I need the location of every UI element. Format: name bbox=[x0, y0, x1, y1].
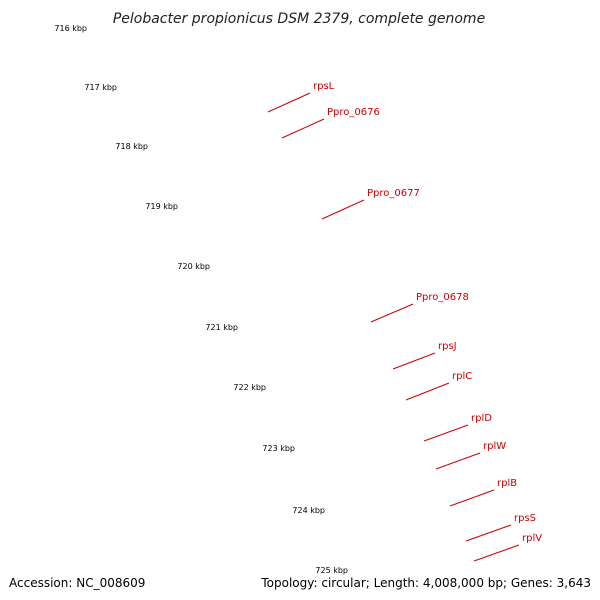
tick-label: 722 kbp bbox=[233, 383, 266, 392]
gene-leader-line bbox=[267, 92, 311, 113]
tick-label: 718 kbp bbox=[115, 142, 148, 151]
gene-leader-line bbox=[435, 452, 481, 470]
map-title: Pelobacter propionicus DSM 2379, complet… bbox=[113, 11, 485, 27]
tick-label: 719 kbp bbox=[145, 202, 178, 211]
gene-leader-line bbox=[473, 544, 520, 562]
gene-label: rplB bbox=[497, 478, 517, 489]
gene-label: Ppro_0676 bbox=[327, 107, 380, 118]
accession-text: Accession: NC_008609 bbox=[9, 576, 145, 590]
gene-leader-line bbox=[405, 382, 450, 401]
gene-label: rpsJ bbox=[438, 341, 457, 352]
gene-leader-line bbox=[370, 303, 414, 323]
tick-label: 716 kbp bbox=[54, 24, 87, 33]
genome-summary: Topology: circular; Length: 4,008,000 bp… bbox=[260, 576, 591, 590]
gene-label: rplC bbox=[452, 371, 472, 382]
gene-leader-line bbox=[449, 489, 495, 507]
tick-label: 724 kbp bbox=[292, 506, 325, 515]
tick-label: 723 kbp bbox=[262, 444, 295, 453]
tick-label: 725 kbp bbox=[315, 566, 348, 575]
gene-label: rplW bbox=[483, 441, 506, 452]
tick-label: 720 kbp bbox=[177, 262, 210, 271]
gene-label: rpsL bbox=[313, 81, 335, 92]
gene-leader-line bbox=[392, 352, 436, 370]
gene-leader-line bbox=[465, 524, 512, 542]
gene-leader-line bbox=[321, 199, 365, 220]
tick-label: 717 kbp bbox=[84, 83, 117, 92]
coordinate-ticks: 716 kbp 717 kbp 718 kbp 719 kbp 720 kbp 721 k… bbox=[54, 24, 348, 575]
tick-label: 721 kbp bbox=[205, 323, 238, 332]
gene-label: Ppro_0677 bbox=[367, 188, 420, 199]
gene-leader-line bbox=[281, 118, 325, 139]
gene-leader-line bbox=[423, 424, 469, 442]
gene-label: rplV bbox=[522, 533, 542, 544]
gene-label: rpsS bbox=[514, 513, 536, 524]
gene-label: rplD bbox=[471, 413, 492, 424]
gene-labels: rpsL Ppro_0676 Ppro_0677 Ppro_0678 rpsJ rplC r… bbox=[267, 81, 542, 562]
gene-label: Ppro_0678 bbox=[416, 292, 469, 303]
